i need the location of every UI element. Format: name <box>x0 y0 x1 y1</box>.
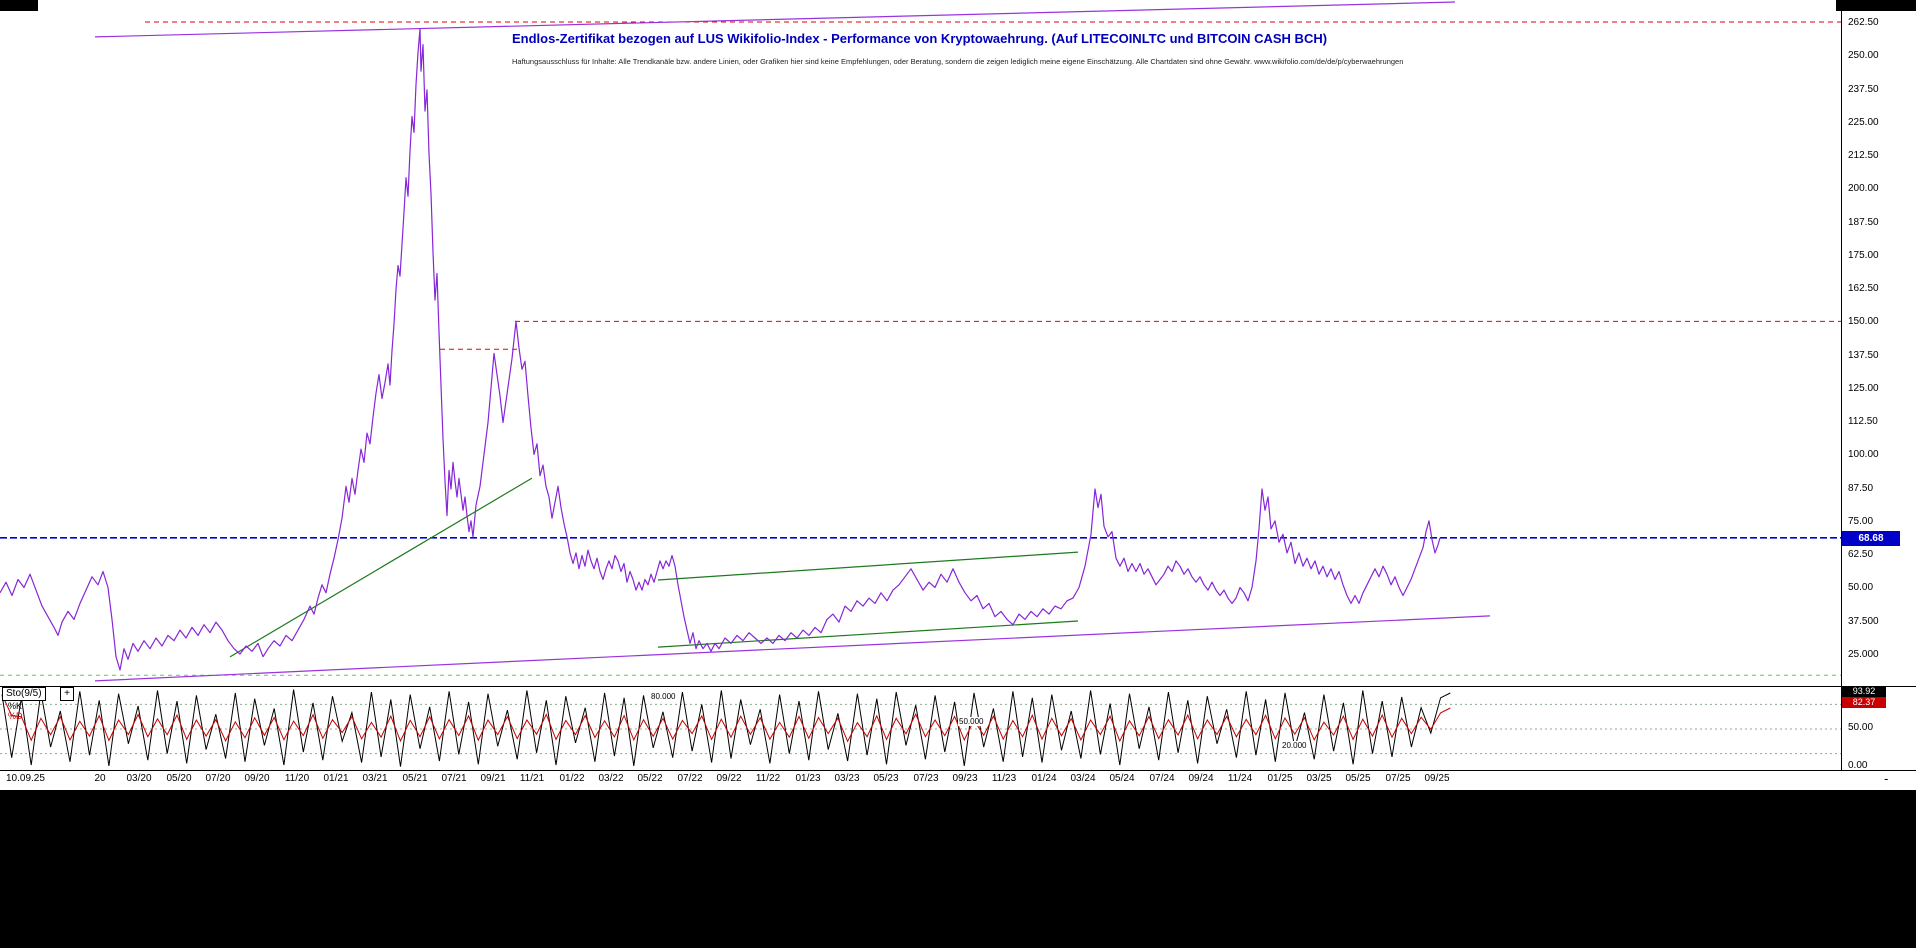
indicator-expand-button[interactable]: + <box>60 687 74 701</box>
price-axis-label: 100.00 <box>1848 449 1879 460</box>
time-axis-label: 05/21 <box>402 773 428 784</box>
price-axis-label: 150.00 <box>1848 316 1879 327</box>
time-axis-label: 07/22 <box>677 773 703 784</box>
time-axis-label: 07/20 <box>205 773 231 784</box>
time-axis-label: 09/23 <box>952 773 978 784</box>
price-axis-label: 162.50 <box>1848 283 1879 294</box>
stochastic-level-50-label: 50.000 <box>958 717 985 726</box>
price-axis: 262.50 250.00 237.50 225.00 212.50 200.00 187.… <box>1841 0 1916 771</box>
upper-channel-trendline <box>94 1 1456 38</box>
time-axis-label: 03/24 <box>1070 773 1096 784</box>
time-axis-label: 09/22 <box>716 773 742 784</box>
price-axis-label: 175.00 <box>1848 250 1879 261</box>
price-axis-label: 137.50 <box>1848 350 1879 361</box>
time-axis-label: 11/23 <box>991 773 1017 784</box>
time-axis-label: 01/25 <box>1267 773 1293 784</box>
time-axis-label: 20 <box>94 773 106 784</box>
time-axis-label: 11/22 <box>755 773 781 784</box>
time-axis-label: 05/24 <box>1109 773 1135 784</box>
price-axis-label: 125.00 <box>1848 383 1879 394</box>
d-legend-label: %D <box>8 711 23 721</box>
price-axis-label: 212.50 <box>1848 150 1879 161</box>
price-axis-label: 237.50 <box>1848 84 1879 95</box>
chart-area: Endlos-Zertifikat bezogen auf LUS Wikifo… <box>0 0 1916 790</box>
window-corner-top-right <box>1836 0 1916 11</box>
time-axis-label: 01/22 <box>559 773 585 784</box>
time-axis-label: 07/23 <box>913 773 939 784</box>
price-axis-label: 37.500 <box>1848 616 1879 627</box>
chart-canvas <box>0 0 1916 771</box>
time-axis-label: 11/21 <box>519 773 545 784</box>
time-axis-label: 07/24 <box>1149 773 1175 784</box>
price-axis-label: 87.50 <box>1848 483 1874 494</box>
price-axis-label: 262.50 <box>1848 17 1879 28</box>
window-corner-top-left <box>0 0 38 11</box>
chart-disclaimer: Haftungsausschluss für Inhalte: Alle Tre… <box>512 57 1404 66</box>
stochastic-d-line <box>1 694 1451 743</box>
chart-title: Endlos-Zertifikat bezogen auf LUS Wikifo… <box>512 31 1328 46</box>
stochastic-axis-zero-label: 0.00 <box>1848 760 1868 771</box>
price-axis-label: 62.50 <box>1848 549 1874 560</box>
time-axis-label: 05/20 <box>166 773 192 784</box>
time-axis-label: 07/25 <box>1385 773 1411 784</box>
price-axis-label: 225.00 <box>1848 117 1879 128</box>
price-axis-label: 75.00 <box>1848 516 1874 527</box>
time-axis-label: 09/21 <box>480 773 506 784</box>
time-axis-label: 03/22 <box>598 773 624 784</box>
time-axis-label: 01/23 <box>795 773 821 784</box>
time-axis: 20 03/20 05/20 07/20 09/20 11/20 01/21 03/21 05/… <box>0 773 1916 789</box>
time-axis-label: 03/25 <box>1306 773 1332 784</box>
lower-support-trendline <box>94 615 1491 682</box>
time-axis-label: 09/20 <box>244 773 270 784</box>
stochastic-k-line <box>1 689 1451 767</box>
time-axis-label: 05/23 <box>873 773 899 784</box>
time-axis-label: 11/24 <box>1227 773 1253 784</box>
time-axis-label: 03/20 <box>126 773 152 784</box>
time-axis-label: 03/23 <box>834 773 860 784</box>
scale-minus-button[interactable]: - <box>1884 771 1889 786</box>
last-price-badge: 68.68 <box>1842 531 1900 546</box>
base-support-trendline <box>657 620 1079 648</box>
chart-date-label: 10.09.25 <box>6 773 45 784</box>
base-resistance-trendline <box>657 551 1079 581</box>
price-axis-label: 250.00 <box>1848 50 1879 61</box>
time-axis-label: 05/22 <box>637 773 663 784</box>
rally-support-trendline <box>229 477 533 658</box>
price-axis-label: 25.000 <box>1848 649 1879 660</box>
time-axis-label: 05/25 <box>1345 773 1371 784</box>
price-axis-label: 200.00 <box>1848 183 1879 194</box>
time-axis-label: 09/25 <box>1424 773 1450 784</box>
indicator-settings-button[interactable]: Sto(9/5) <box>2 687 46 701</box>
stochastic-axis-mid-label: 50.00 <box>1848 722 1874 733</box>
price-axis-label: 50.00 <box>1848 582 1874 593</box>
stochastic-d-badge: 82.37 <box>1842 697 1886 708</box>
price-axis-label: 187.50 <box>1848 217 1879 228</box>
time-axis-label: 01/24 <box>1031 773 1057 784</box>
time-axis-label: 11/20 <box>284 773 310 784</box>
price-axis-label: 112.50 <box>1848 416 1878 427</box>
stochastic-level-20-label: 20.000 <box>1281 741 1308 750</box>
time-axis-label: 01/21 <box>323 773 349 784</box>
time-axis-label: 07/21 <box>441 773 467 784</box>
stochastic-level-80-label: 80.000 <box>650 692 677 701</box>
k-legend-label: %K <box>8 701 23 711</box>
time-axis-label: 03/21 <box>362 773 388 784</box>
price-line <box>0 28 1441 671</box>
stochastic-k-badge: 93.92 <box>1842 686 1886 697</box>
time-axis-label: 09/24 <box>1188 773 1214 784</box>
